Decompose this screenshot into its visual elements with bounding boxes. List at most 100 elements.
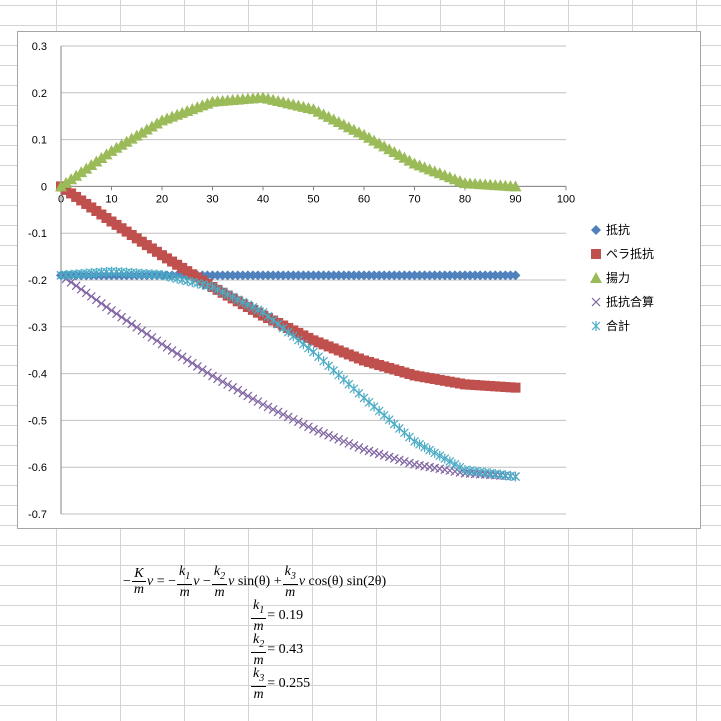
data-point bbox=[268, 270, 279, 281]
data-point bbox=[208, 371, 217, 381]
data-point bbox=[283, 270, 294, 281]
data-point bbox=[208, 282, 217, 293]
data-point bbox=[95, 151, 108, 163]
data-point bbox=[323, 341, 334, 352]
data-point bbox=[187, 358, 197, 368]
data-point bbox=[470, 270, 481, 281]
y-tick-label: -0.5 bbox=[28, 415, 47, 427]
data-point bbox=[100, 148, 113, 160]
data-point bbox=[510, 382, 521, 393]
data-point bbox=[339, 374, 349, 385]
data-point bbox=[449, 270, 460, 281]
data-point bbox=[81, 288, 91, 298]
data-point bbox=[187, 269, 198, 280]
y-tick-label: -0.7 bbox=[28, 509, 47, 521]
data-point bbox=[217, 270, 228, 281]
data-point bbox=[394, 455, 404, 465]
x-tick-label: 40 bbox=[257, 193, 269, 205]
data-point bbox=[364, 446, 374, 456]
data-point bbox=[172, 349, 182, 359]
data-point bbox=[182, 355, 192, 365]
legend-label: 抵抗 bbox=[606, 222, 630, 237]
data-point bbox=[394, 423, 404, 434]
data-point bbox=[465, 379, 476, 390]
data-point bbox=[298, 419, 308, 429]
data-point bbox=[329, 365, 339, 376]
data-point bbox=[429, 374, 440, 385]
data-point bbox=[223, 380, 233, 389]
data-point bbox=[141, 240, 152, 251]
data-point bbox=[444, 376, 455, 387]
legend-marker bbox=[591, 249, 601, 259]
data-point bbox=[55, 180, 67, 192]
data-point bbox=[500, 381, 511, 392]
data-point bbox=[353, 270, 364, 281]
data-point bbox=[182, 266, 193, 277]
data-point bbox=[293, 327, 304, 338]
data-point bbox=[110, 141, 123, 153]
data-point bbox=[333, 345, 344, 356]
data-point bbox=[167, 272, 177, 283]
data-point bbox=[242, 270, 253, 281]
data-point bbox=[470, 380, 481, 391]
data-point bbox=[238, 388, 248, 398]
data-point bbox=[298, 339, 308, 350]
formula-k3-value: k3 m = 0.255 bbox=[251, 666, 311, 702]
data-point bbox=[490, 270, 501, 281]
series-2 bbox=[55, 91, 522, 192]
legend-marker bbox=[590, 272, 602, 283]
data-point bbox=[233, 294, 243, 305]
data-point bbox=[328, 270, 339, 281]
data-point bbox=[136, 236, 147, 247]
data-point bbox=[237, 270, 248, 281]
data-point bbox=[420, 442, 430, 453]
data-point bbox=[405, 458, 414, 468]
data-point bbox=[112, 309, 121, 319]
data-point bbox=[157, 250, 167, 261]
data-point bbox=[449, 377, 460, 388]
data-point bbox=[379, 270, 390, 281]
data-point bbox=[278, 409, 288, 419]
data-point bbox=[314, 351, 323, 362]
data-point bbox=[409, 370, 420, 381]
data-point bbox=[293, 417, 303, 427]
data-point bbox=[329, 432, 339, 442]
data-point bbox=[348, 351, 359, 362]
data-point bbox=[96, 267, 106, 278]
data-point bbox=[511, 471, 520, 482]
y-tick-label: 0 bbox=[41, 181, 47, 193]
data-point bbox=[384, 270, 395, 281]
data-point bbox=[348, 270, 359, 281]
data-point bbox=[116, 223, 127, 234]
data-point bbox=[323, 270, 334, 281]
data-point bbox=[146, 243, 157, 254]
data-point bbox=[304, 422, 313, 432]
data-point bbox=[187, 277, 197, 288]
data-point bbox=[298, 270, 309, 281]
x-tick-label: 70 bbox=[408, 193, 420, 205]
data-point bbox=[419, 372, 430, 383]
chart-series bbox=[55, 91, 522, 482]
data-point bbox=[308, 335, 319, 346]
data-point bbox=[253, 397, 263, 407]
data-point bbox=[105, 144, 118, 156]
data-point bbox=[117, 312, 127, 322]
data-point bbox=[273, 407, 283, 417]
data-point bbox=[333, 270, 344, 281]
data-point bbox=[404, 368, 415, 379]
data-point bbox=[318, 270, 329, 281]
data-point bbox=[212, 270, 223, 281]
data-point bbox=[157, 339, 167, 349]
data-point bbox=[364, 397, 374, 408]
data-point bbox=[399, 367, 410, 378]
data-point bbox=[106, 216, 117, 227]
data-point bbox=[309, 424, 318, 434]
data-point bbox=[167, 256, 178, 267]
data-point bbox=[338, 270, 349, 281]
data-point bbox=[410, 436, 419, 447]
data-point bbox=[101, 212, 112, 223]
data-point bbox=[334, 370, 344, 381]
data-point bbox=[454, 378, 465, 389]
data-point bbox=[313, 337, 324, 348]
y-tick-label: -0.4 bbox=[28, 369, 47, 381]
